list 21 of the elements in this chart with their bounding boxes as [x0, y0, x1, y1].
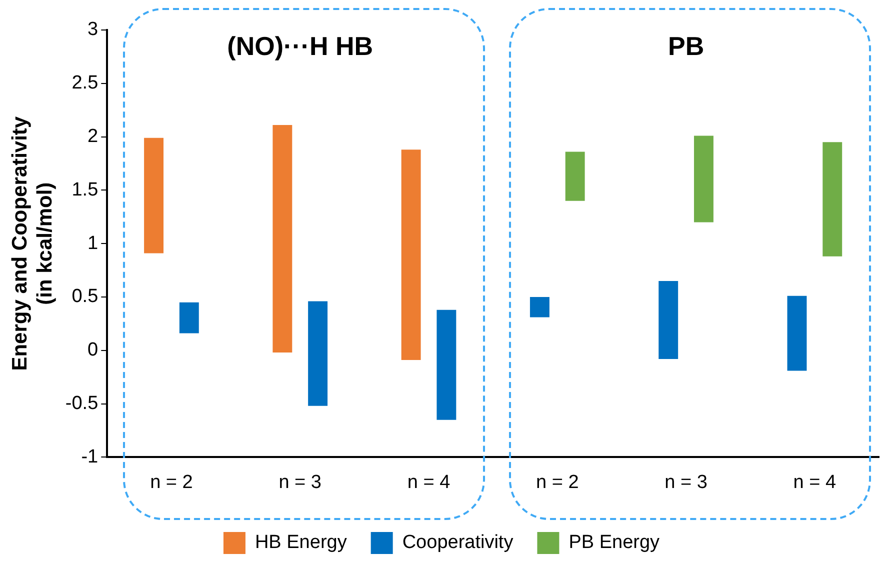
x-tick-label: n = 2: [150, 472, 193, 493]
y-tick-label: -0.5: [65, 393, 98, 414]
x-tick-label: n = 4: [793, 472, 836, 493]
y-tick-label: 1: [88, 232, 98, 254]
legend-label: HB Energy: [254, 532, 348, 554]
x-tick-label: n = 2: [536, 472, 579, 493]
y-tick-label: -1: [81, 446, 98, 468]
x-tick-label: n = 3: [664, 472, 708, 493]
y-tick-label: 2.5: [72, 72, 98, 94]
annotation: PB: [668, 31, 704, 62]
legend-label: PB Energy: [568, 532, 660, 554]
x-tick-label: n = 3: [278, 472, 322, 493]
x-tick-label: n = 4: [407, 472, 451, 493]
annotation: (NO)···H HB: [227, 31, 374, 62]
y-tick-label: 0: [88, 340, 98, 361]
y-axis-title: Energy and Cooperativity (in kcal/mol): [8, 116, 57, 371]
y-tick-label: 1.5: [72, 179, 98, 200]
legend-label: Cooperativity: [402, 532, 514, 554]
y-tick-label: 3: [88, 19, 98, 40]
y-tick-label: 0.5: [72, 286, 98, 308]
y-tick-label: 2: [88, 126, 98, 148]
